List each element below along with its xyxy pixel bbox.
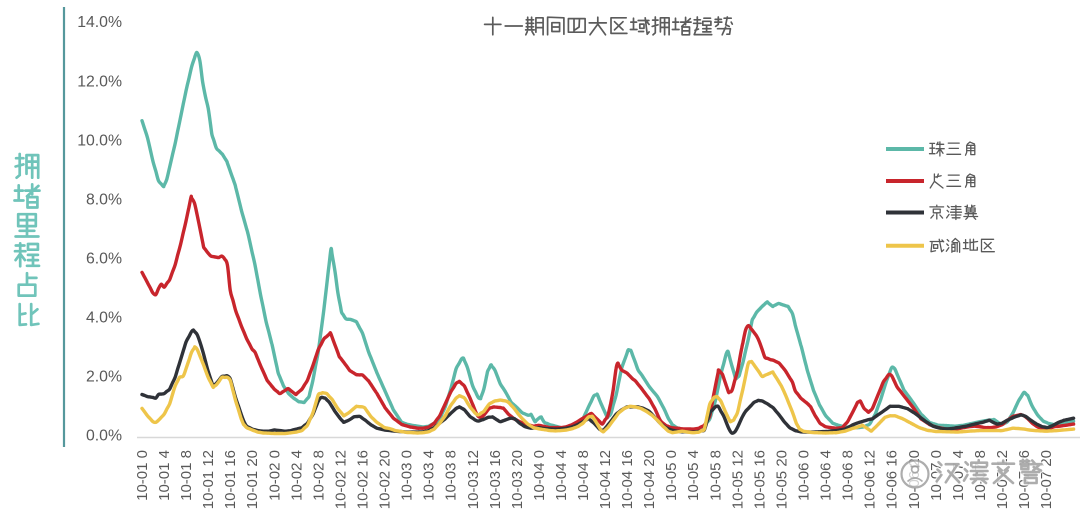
svg-text:10-05 8: 10-05 8 — [707, 450, 724, 501]
svg-text:2.0%: 2.0% — [86, 369, 122, 386]
svg-text:10-01 0: 10-01 0 — [134, 450, 151, 501]
svg-text:8.0%: 8.0% — [86, 191, 122, 208]
svg-text:10-04 20: 10-04 20 — [641, 450, 658, 509]
svg-text:10-04 12: 10-04 12 — [597, 450, 614, 509]
svg-text:10-02 12: 10-02 12 — [333, 450, 350, 509]
svg-text:10-03 4: 10-03 4 — [421, 450, 438, 501]
svg-text:10-04 0: 10-04 0 — [531, 450, 548, 501]
svg-text:10-06 4: 10-06 4 — [818, 450, 835, 501]
svg-text:10-03 16: 10-03 16 — [487, 450, 504, 509]
svg-text:10-02 8: 10-02 8 — [310, 450, 327, 501]
svg-text:10-04 4: 10-04 4 — [553, 450, 570, 501]
svg-text:10-05 16: 10-05 16 — [751, 450, 768, 509]
svg-text:10-01 8: 10-01 8 — [178, 450, 195, 501]
svg-text:10-06 8: 10-06 8 — [840, 450, 857, 501]
svg-text:10-03 0: 10-03 0 — [399, 450, 416, 501]
svg-text:10-04 8: 10-04 8 — [575, 450, 592, 501]
svg-text:10-05 4: 10-05 4 — [685, 450, 702, 501]
svg-text:10-03 12: 10-03 12 — [465, 450, 482, 509]
svg-text:10-02 0: 10-02 0 — [266, 450, 283, 501]
svg-text:10-01 4: 10-01 4 — [156, 450, 173, 501]
svg-text:10-04 16: 10-04 16 — [619, 450, 636, 509]
svg-text:10-01 16: 10-01 16 — [222, 450, 239, 509]
svg-text:10-06 12: 10-06 12 — [862, 450, 879, 509]
svg-text:10.0%: 10.0% — [77, 132, 122, 149]
svg-text:10-01 20: 10-01 20 — [244, 450, 261, 509]
svg-text:10-05 20: 10-05 20 — [774, 450, 791, 509]
svg-text:6.0%: 6.0% — [86, 251, 122, 268]
svg-text:12.0%: 12.0% — [77, 73, 122, 90]
svg-text:10-03 8: 10-03 8 — [443, 450, 460, 501]
svg-text:10-05 0: 10-05 0 — [663, 450, 680, 501]
svg-text:10-05 12: 10-05 12 — [729, 450, 746, 509]
svg-text:10-03 20: 10-03 20 — [509, 450, 526, 509]
svg-text:14.0%: 14.0% — [77, 14, 122, 31]
svg-text:10-01 12: 10-01 12 — [200, 450, 217, 509]
svg-text:10-06 0: 10-06 0 — [796, 450, 813, 501]
svg-text:10-06 16: 10-06 16 — [884, 450, 901, 509]
svg-text:10-07 20: 10-07 20 — [1038, 450, 1055, 509]
svg-text:0.0%: 0.0% — [86, 428, 122, 445]
svg-text:10-02 20: 10-02 20 — [377, 450, 394, 509]
svg-text:10-02 16: 10-02 16 — [355, 450, 372, 509]
svg-text:4.0%: 4.0% — [86, 310, 122, 327]
svg-text:10-02 4: 10-02 4 — [288, 450, 305, 501]
